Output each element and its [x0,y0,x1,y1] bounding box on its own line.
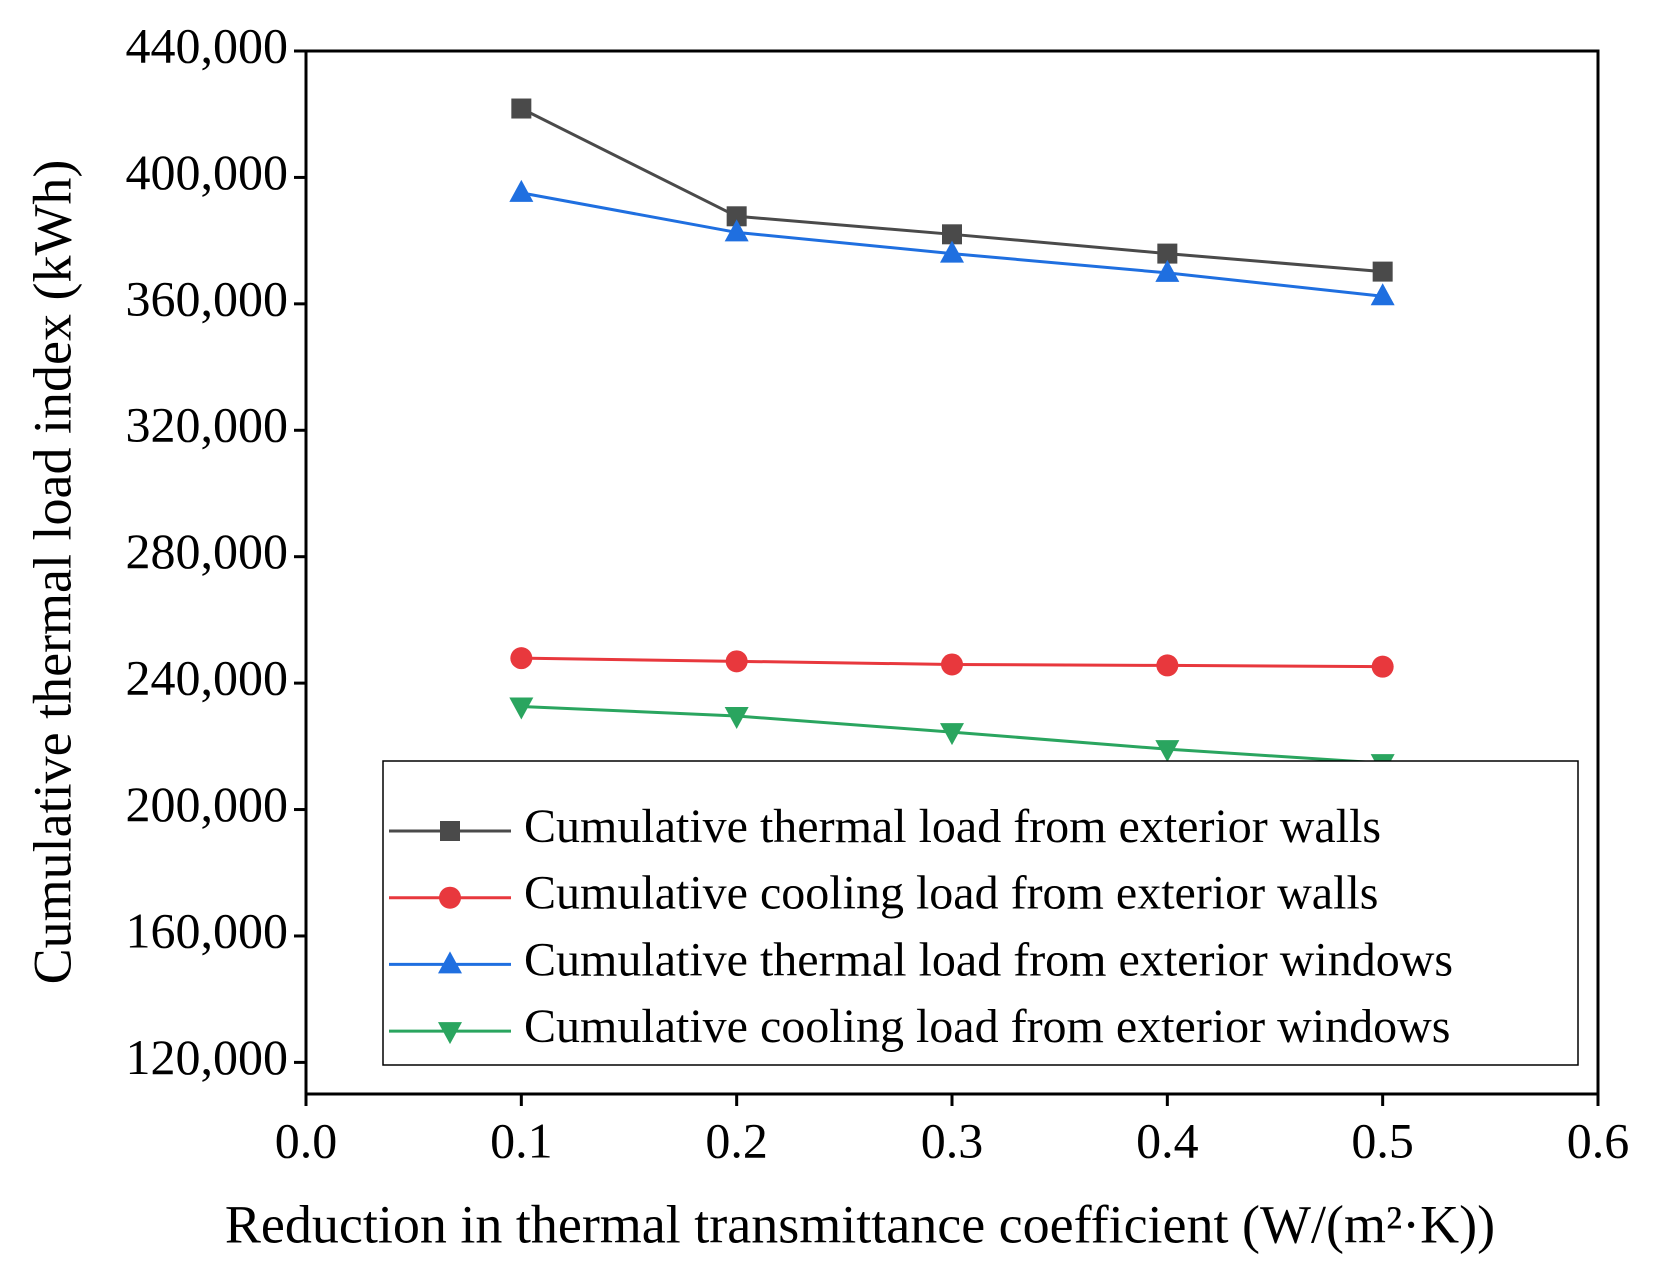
x-tick-label: 0.6 [1567,1112,1630,1168]
data-point [942,224,962,245]
y-tick-label: 400,000 [126,144,289,200]
legend-label: Cumulative thermal load from exterior wi… [524,933,1453,986]
legend-label: Cumulative thermal load from exterior wa… [524,800,1381,853]
data-point [1156,654,1179,677]
data-point [726,206,747,227]
y-tick-label: 360,000 [126,270,289,326]
data-point [940,240,964,263]
y-tick-label: 200,000 [126,776,289,832]
legend-label: Cumulative cooling load from exterior wa… [524,867,1378,920]
y-tick-label: 320,000 [126,397,289,453]
data-point [1372,261,1393,282]
x-tick-label: 0.2 [705,1112,768,1168]
y-axis-title: Cumulative thermal load index (kWh) [22,160,82,985]
legend-label: Cumulative cooling load from exterior wi… [524,1000,1450,1053]
x-tick-label: 0.5 [1351,1112,1414,1168]
data-point [1155,259,1180,282]
data-point [509,697,534,720]
y-tick-label: 280,000 [126,523,289,579]
x-axis-title: Reduction in thermal transmittance coeff… [225,1194,1495,1254]
data-point [1157,243,1178,264]
x-tick-label: 0.0 [275,1112,338,1168]
y-tick-label: 160,000 [126,902,289,958]
x-tick-label: 0.4 [1136,1112,1199,1168]
data-point [724,706,749,729]
plot-frame [304,49,1600,1096]
data-point [1371,655,1394,678]
x-tick-label: 0.3 [921,1112,984,1168]
legend-marker [440,821,460,841]
legend-marker [438,951,462,974]
legend-marker [438,1022,462,1045]
data-point [940,723,964,746]
data-point [511,98,532,119]
data-point [1370,283,1395,306]
y-tick-label: 240,000 [126,650,289,706]
x-tick-label: 0.1 [490,1112,553,1168]
y-tick-label: 440,000 [126,17,289,73]
data-point [1155,740,1180,763]
data-point [725,650,748,673]
data-point [510,647,533,670]
data-point [509,179,534,202]
legend-box [382,760,1579,1066]
data-point [941,653,963,676]
data-point [724,219,749,242]
legend-marker [439,886,461,909]
y-tick-label: 120,000 [126,1029,289,1085]
